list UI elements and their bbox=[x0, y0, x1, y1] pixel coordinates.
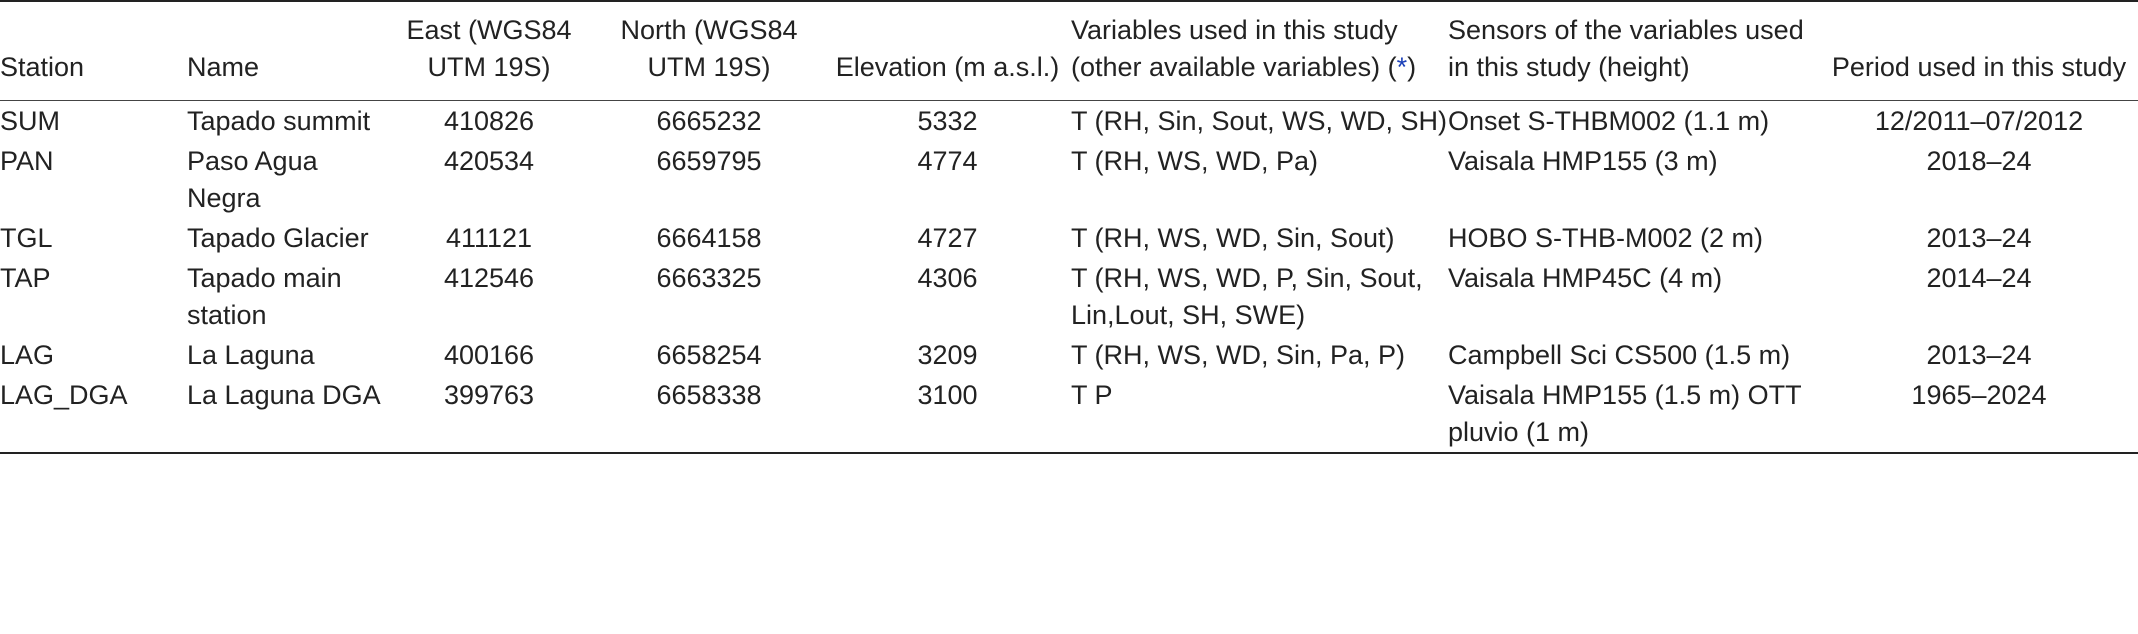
header-period: Period used in this study bbox=[1831, 52, 2127, 82]
cell-elevation: 3209 bbox=[917, 340, 978, 370]
table-row: LAG_DGA La Laguna DGA 399763 6658338 3100 T P… bbox=[0, 375, 2138, 453]
cell-name: Tapado Glacier bbox=[187, 223, 369, 253]
cell-north: 6664158 bbox=[656, 223, 762, 253]
cell-elevation: 4306 bbox=[917, 263, 978, 293]
table-header-row: Station Name East (WGS84 UTM 19S) North … bbox=[0, 1, 2138, 101]
cell-station: PAN bbox=[0, 146, 54, 176]
cell-north: 6658338 bbox=[656, 380, 762, 410]
footnote-link[interactable]: * bbox=[1396, 52, 1408, 82]
cell-elevation: 4727 bbox=[917, 223, 978, 253]
header-variables-text: Variables used in this study (other avai… bbox=[1071, 15, 1398, 82]
cell-east: 400166 bbox=[443, 340, 535, 370]
header-variables: Variables used in this study (other avai… bbox=[1071, 1, 1448, 101]
header-variables-close: ) bbox=[1407, 52, 1417, 82]
cell-period: 1965–2024 bbox=[1911, 380, 2047, 410]
cell-variables: T (RH, WS, WD, Sin, Pa, P) bbox=[1071, 340, 1406, 370]
table-row: TAP Tapado main station 412546 6663325 4306 T… bbox=[0, 258, 2138, 335]
cell-station: LAG bbox=[0, 340, 55, 370]
cell-north: 6665232 bbox=[656, 106, 762, 136]
cell-sensors: HOBO S-THB-M002 (2 m) bbox=[1448, 223, 1764, 253]
table-row: PAN Paso Agua Negra 420534 6659795 4774 T (RH… bbox=[0, 141, 2138, 218]
cell-period: 2014–24 bbox=[1926, 263, 2032, 293]
cell-station: TGL bbox=[0, 223, 53, 253]
cell-variables: T P bbox=[1071, 380, 1113, 410]
cell-north: 6659795 bbox=[656, 146, 762, 176]
header-station: Station bbox=[0, 52, 85, 82]
cell-variables: T (RH, WS, WD, Sin, Sout) bbox=[1071, 223, 1395, 253]
cell-sensors: Vaisala HMP155 (1.5 m) OTT pluvio (1 m) bbox=[1448, 380, 1802, 447]
cell-north: 6663325 bbox=[656, 263, 762, 293]
cell-name: Paso Agua Negra bbox=[187, 146, 318, 213]
cell-station: TAP bbox=[0, 263, 51, 293]
cell-name: Tapado main station bbox=[187, 263, 342, 330]
cell-east: 412546 bbox=[443, 263, 535, 293]
station-table: Station Name East (WGS84 UTM 19S) North … bbox=[0, 1, 2138, 453]
cell-elevation: 5332 bbox=[917, 106, 978, 136]
cell-variables: T (RH, Sin, Sout, WS, WD, SH) bbox=[1071, 106, 1448, 136]
cell-variables: T (RH, WS, WD, Pa) bbox=[1071, 146, 1318, 176]
cell-east: 410826 bbox=[443, 106, 535, 136]
cell-sensors: Onset S-THBM002 (1.1 m) bbox=[1448, 106, 1770, 136]
cell-sensors: Campbell Sci CS500 (1.5 m) bbox=[1448, 340, 1791, 370]
cell-period: 2018–24 bbox=[1926, 146, 2032, 176]
table-row: SUM Tapado summit 410826 6665232 5332 T (RH, … bbox=[0, 101, 2138, 142]
cell-east: 411121 bbox=[445, 223, 533, 253]
cell-name: La Laguna bbox=[187, 340, 315, 370]
cell-period: 2013–24 bbox=[1926, 340, 2032, 370]
cell-station: LAG_DGA bbox=[0, 380, 128, 410]
cell-east: 420534 bbox=[443, 146, 535, 176]
header-elevation: Elevation (m a.s.l.) bbox=[835, 52, 1060, 82]
header-name: Name bbox=[187, 52, 260, 82]
table-row: TGL Tapado Glacier 411121 6664158 4727 T (RH,… bbox=[0, 218, 2138, 258]
cell-sensors: Vaisala HMP45C (4 m) bbox=[1448, 263, 1723, 293]
cell-east: 399763 bbox=[443, 380, 535, 410]
station-table-container: Station Name East (WGS84 UTM 19S) North … bbox=[0, 1, 2138, 453]
cell-station: SUM bbox=[0, 106, 60, 136]
header-sensors: Sensors of the variables used in this st… bbox=[1448, 15, 1804, 82]
cell-elevation: 3100 bbox=[917, 380, 978, 410]
cell-period: 12/2011–07/2012 bbox=[1874, 106, 2084, 136]
cell-sensors: Vaisala HMP155 (3 m) bbox=[1448, 146, 1718, 176]
cell-period: 2013–24 bbox=[1926, 223, 2032, 253]
table-row: LAG La Laguna 400166 6658254 3209 T (RH, WS, … bbox=[0, 335, 2138, 375]
cell-north: 6658254 bbox=[656, 340, 762, 370]
header-east: East (WGS84 UTM 19S) bbox=[406, 15, 572, 82]
cell-variables: T (RH, WS, WD, P, Sin, Sout, Lin,Lout, S… bbox=[1071, 263, 1423, 330]
cell-name: Tapado summit bbox=[187, 106, 371, 136]
cell-name: La Laguna DGA bbox=[187, 380, 381, 410]
cell-elevation: 4774 bbox=[917, 146, 978, 176]
table-body: SUM Tapado summit 410826 6665232 5332 T (RH, … bbox=[0, 101, 2138, 453]
header-north: North (WGS84 UTM 19S) bbox=[620, 15, 798, 82]
